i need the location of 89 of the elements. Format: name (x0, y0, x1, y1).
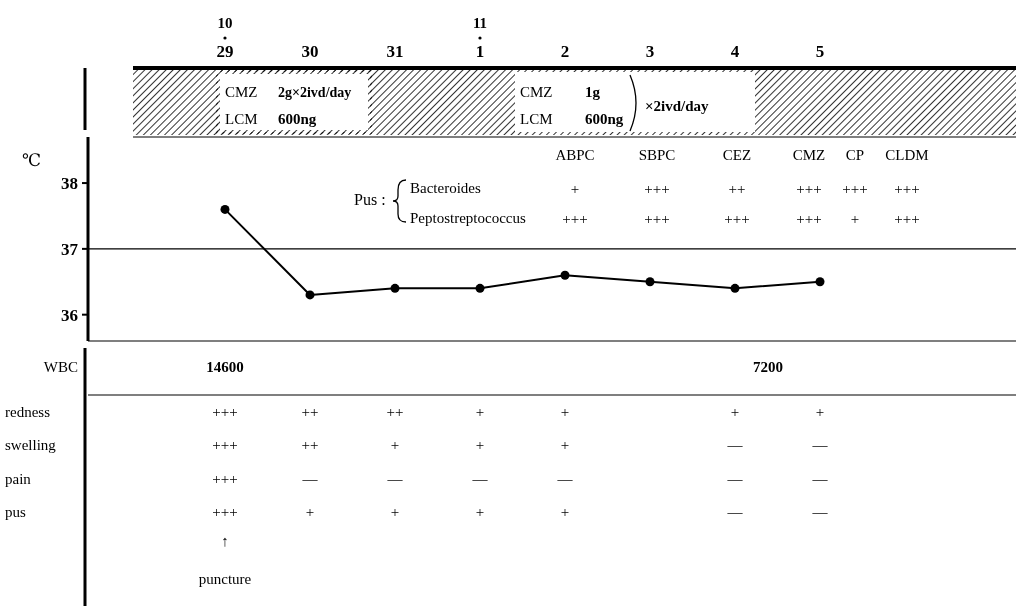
text: + (730, 404, 740, 420)
annotation: CP (845, 147, 865, 163)
text: 11 (472, 15, 488, 31)
text: swelling (5, 437, 57, 453)
text: — (726, 504, 744, 520)
x-tick-label: 29 (216, 42, 234, 61)
point (475, 283, 485, 293)
text: — (726, 437, 744, 453)
x-tick-label: 3 (645, 42, 655, 61)
x-tick-label: 1 (475, 42, 485, 61)
text: ++ (386, 404, 404, 420)
text: — (811, 471, 829, 487)
text: ++ (301, 404, 319, 420)
text: +++ (894, 211, 920, 227)
annotation: +++ (644, 181, 670, 197)
x-tick-label: 30 (301, 42, 319, 61)
text: LCM (520, 111, 553, 127)
text: + (475, 504, 485, 520)
text: 600ng (585, 111, 624, 127)
y-axis-title: ℃ (22, 151, 42, 170)
point (560, 270, 570, 280)
text: — (556, 471, 574, 487)
point (390, 283, 400, 293)
annotation: +++ (796, 181, 822, 197)
annotation: Pus : (354, 191, 386, 208)
annotation: +++ (562, 211, 588, 227)
text: + (560, 504, 570, 520)
y-tick-label: 38 (61, 174, 78, 194)
text: +++ (212, 404, 238, 420)
text: CMZ (225, 84, 258, 100)
text: 14600 (206, 359, 244, 375)
annotation: +++ (842, 181, 868, 197)
text: ↑ (221, 533, 229, 549)
text: — (301, 471, 319, 487)
x-tick-label: 31 (386, 42, 404, 61)
text: + (390, 504, 400, 520)
text: +++ (894, 181, 920, 197)
text: + (305, 504, 315, 520)
y-tick-label: 37 (61, 239, 79, 259)
text: + (475, 404, 485, 420)
text: pain (5, 471, 32, 487)
annotation: + (570, 181, 580, 197)
text: redness (5, 404, 51, 420)
text: 2g×2ivd/day (278, 85, 352, 100)
y-tick-label: 36 (61, 305, 78, 325)
annotation: ++ (728, 181, 746, 197)
text: — (726, 471, 744, 487)
text: LCM (225, 111, 258, 127)
text: +++ (212, 504, 238, 520)
text: 1g (585, 84, 601, 100)
text: puncture (198, 571, 252, 587)
text: CMZ (520, 84, 553, 100)
text: — (811, 504, 829, 520)
text: +++ (212, 471, 238, 487)
annotation: +++ (796, 211, 822, 227)
annotation: ABPC (555, 147, 595, 163)
text: + (815, 404, 825, 420)
point (815, 277, 825, 287)
annotation: CEZ (722, 147, 752, 163)
annotation: CMZ (792, 147, 826, 163)
text: ×2ivd/day (645, 98, 710, 114)
x-tick-label: 5 (815, 42, 825, 61)
text: + (390, 437, 400, 453)
text: 10 (217, 15, 233, 31)
point (220, 204, 230, 214)
text: — (471, 471, 489, 487)
annotation: Peptostreptococcus (410, 210, 526, 226)
annotation: +++ (644, 211, 670, 227)
text: + (560, 437, 570, 453)
annotation: +++ (724, 211, 750, 227)
point (645, 277, 655, 287)
x-tick-label: 2 (560, 42, 570, 61)
text: 600ng (278, 111, 317, 127)
text: — (811, 437, 829, 453)
text: ++ (301, 437, 319, 453)
text: 7200 (753, 359, 783, 375)
text: + (475, 437, 485, 453)
text: pus (5, 504, 26, 520)
point (730, 283, 740, 293)
text: + (560, 404, 570, 420)
text: WBC (43, 359, 78, 375)
annotation: + (850, 211, 860, 227)
text: — (386, 471, 404, 487)
text: CLDM (885, 147, 929, 163)
annotation: Bacteroides (410, 180, 481, 196)
text: +++ (212, 437, 238, 453)
x-tick-label: 4 (730, 42, 740, 61)
annotation: SBPC (638, 147, 676, 163)
point (305, 290, 315, 300)
